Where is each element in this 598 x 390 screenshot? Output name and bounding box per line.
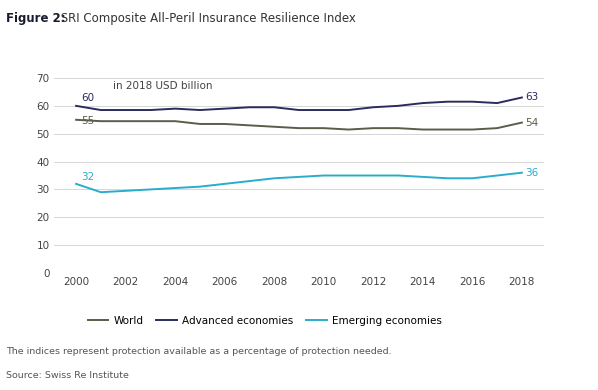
Text: SRI Composite All-Peril Insurance Resilience Index: SRI Composite All-Peril Insurance Resili… <box>57 12 356 25</box>
Text: 60: 60 <box>81 93 94 103</box>
Text: 36: 36 <box>526 168 539 178</box>
Text: 32: 32 <box>81 172 94 183</box>
Legend: World, Advanced economies, Emerging economies: World, Advanced economies, Emerging econ… <box>83 311 446 330</box>
Text: 55: 55 <box>81 116 94 126</box>
Text: The indices represent protection available as a percentage of protection needed.: The indices represent protection availab… <box>6 347 392 356</box>
Text: 63: 63 <box>526 92 539 103</box>
Text: in 2018 USD billion: in 2018 USD billion <box>113 81 213 91</box>
Text: Source: Swiss Re Institute: Source: Swiss Re Institute <box>6 370 129 379</box>
Text: 54: 54 <box>526 117 539 128</box>
Text: Figure 2:: Figure 2: <box>6 12 66 25</box>
